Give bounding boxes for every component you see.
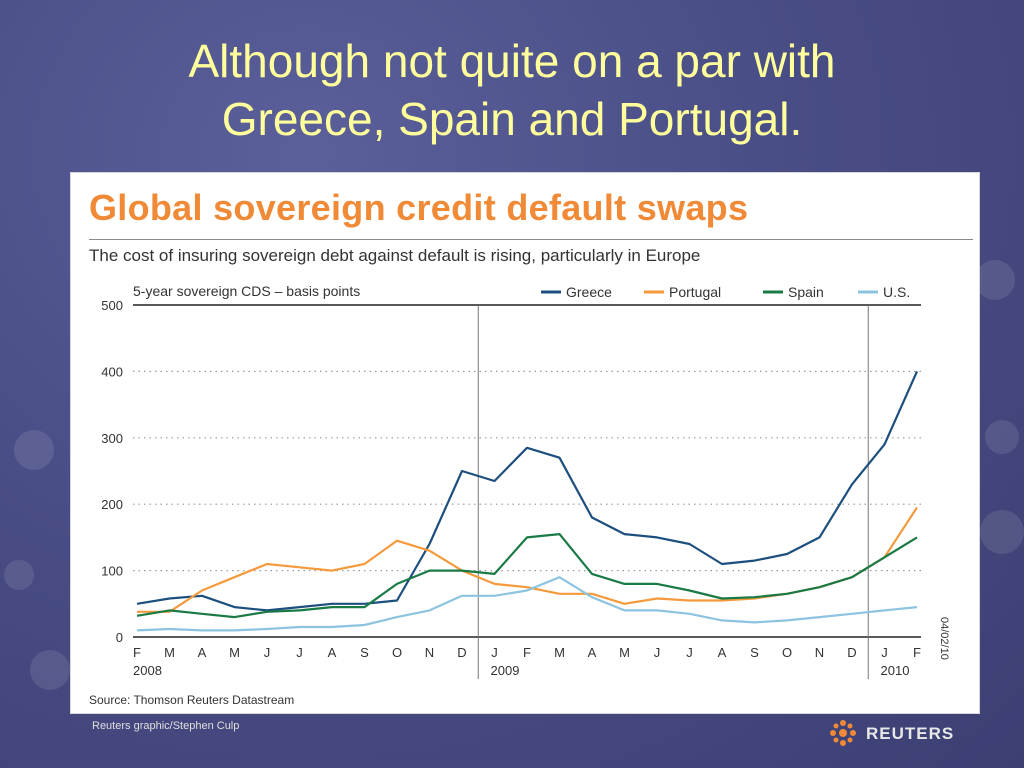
x-tick-label: A [328,645,337,660]
y-tick-label: 300 [101,431,123,446]
y-tick-label: 400 [101,364,123,379]
y-tick-label: 0 [116,630,123,645]
x-tick-label: J [264,645,271,660]
chart-card: Global sovereign credit default swaps Th… [70,172,980,714]
background-bubble [14,430,54,470]
x-tick-label: D [457,645,466,660]
x-tick-label: F [523,645,531,660]
year-label: 2010 [881,663,910,678]
x-tick-label: J [686,645,693,660]
x-tick-label: J [491,645,498,660]
x-tick-label: J [296,645,303,660]
series-line-greece [137,371,917,610]
image-credit: Reuters graphic/Stephen Culp [92,720,239,732]
y-axis-label: 5-year sovereign CDS – basis points [133,283,360,299]
x-tick-label: M [229,645,240,660]
reuters-dots-icon [826,716,860,750]
year-label: 2008 [133,663,162,678]
x-tick-label: O [392,645,402,660]
cds-line-chart: 5-year sovereign CDS – basis points 0 100 2… [71,173,979,713]
background-bubble [975,260,1015,300]
date-stamp: 04/02/10 [938,617,950,660]
x-tick-label: A [718,645,727,660]
legend-label: Greece [566,284,612,300]
x-tick-label: M [164,645,175,660]
x-tick-label: A [588,645,597,660]
reuters-wordmark: REUTERS [866,724,954,744]
x-tick-label: F [133,645,141,660]
background-bubble [4,560,34,590]
slide-title-line1: Although not quite on a par with [0,32,1024,90]
x-tick-label: M [619,645,630,660]
slide-title: Although not quite on a par with Greece,… [0,32,1024,148]
x-tick-label: N [425,645,434,660]
x-tick-label: A [198,645,207,660]
x-tick-label: N [815,645,824,660]
x-tick-label: D [847,645,856,660]
x-tick-label: S [750,645,759,660]
series-line-portugal [137,508,917,612]
year-label: 2009 [491,663,520,678]
background-bubble [985,420,1019,454]
x-tick-label: F [913,645,921,660]
legend-label: Portugal [669,284,721,300]
y-tick-label: 100 [101,564,123,579]
legend-label: U.S. [883,284,910,300]
x-tick-label: J [881,645,888,660]
x-tick-label: J [654,645,661,660]
x-tick-label: M [554,645,565,660]
legend-label: Spain [788,284,824,300]
slide-title-line2: Greece, Spain and Portugal. [0,90,1024,148]
series-line-us [137,577,917,630]
reuters-logo: REUTERS [826,716,966,750]
y-tick-label: 200 [101,497,123,512]
background-bubble [980,510,1024,554]
x-tick-label: S [360,645,369,660]
background-bubble [30,650,70,690]
x-tick-label: O [782,645,792,660]
y-tick-label: 500 [101,298,123,313]
chart-source: Source: Thomson Reuters Datastream [89,693,294,707]
